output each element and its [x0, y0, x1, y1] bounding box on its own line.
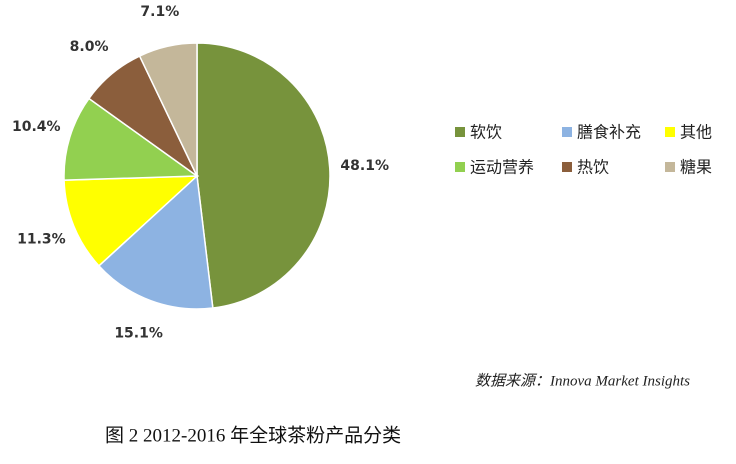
data-label: 11.3% [17, 231, 66, 247]
legend-swatch [455, 162, 465, 172]
data-label: 15.1% [114, 326, 163, 342]
pie-slice [63, 97, 200, 181]
legend-label: 糖果 [680, 158, 712, 177]
data-label: 10.4% [12, 119, 61, 135]
legend-swatch [665, 162, 675, 172]
caption: 图 2 2012-2016 年全球茶粉产品分类 [105, 424, 401, 446]
pie-slice [63, 175, 199, 267]
data-label: 7.1% [140, 4, 179, 20]
source-note: 数据来源：Innova Market Insights [475, 372, 690, 389]
pie-slice [196, 42, 331, 309]
legend-swatch [455, 127, 465, 137]
pie-slice [138, 42, 198, 177]
pie-slice [97, 174, 214, 310]
legend-swatch [562, 162, 572, 172]
legend-swatch [562, 127, 572, 137]
legend-label: 软饮 [470, 123, 502, 142]
data-label: 8.0% [70, 39, 109, 55]
legend-swatch [665, 127, 675, 137]
data-label: 48.1% [340, 158, 389, 174]
legend-label: 热饮 [577, 158, 609, 177]
legend-label: 运动营养 [470, 158, 534, 177]
legend-label: 其他 [680, 123, 712, 142]
legend-label: 膳食补充 [577, 123, 641, 142]
